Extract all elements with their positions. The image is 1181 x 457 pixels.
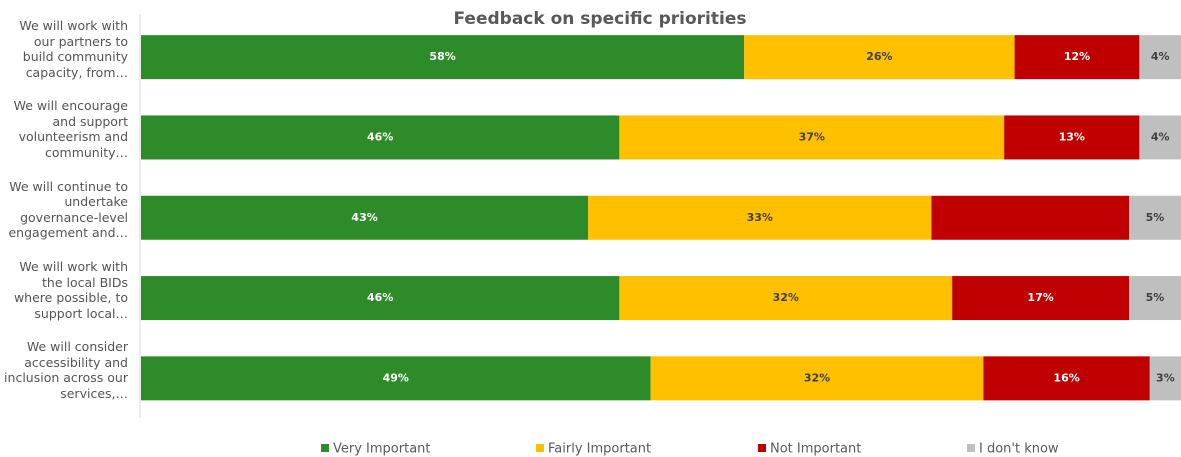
legend-swatch (536, 444, 544, 452)
chart-title: Feedback on specific priorities (454, 9, 747, 29)
bar-segment (619, 115, 1005, 160)
data-label: 58% (429, 50, 455, 63)
bar-segment (1004, 115, 1140, 160)
bar-segment (588, 195, 932, 240)
y-tick-label: We will encourage and support volunteeri… (13, 98, 128, 160)
data-label: 5% (1146, 211, 1165, 224)
data-label: 33% (747, 211, 773, 224)
data-label: 37% (799, 130, 825, 143)
data-label: 4% (1151, 50, 1170, 63)
data-label: 43% (351, 211, 377, 224)
data-label: 46% (367, 130, 393, 143)
bar-segment (650, 356, 984, 401)
data-label: 17% (1027, 291, 1053, 304)
bar-segment (952, 276, 1129, 321)
bar-segment (931, 195, 1129, 240)
bar-segment (1129, 195, 1181, 240)
legend-label: I don't know (979, 442, 1059, 457)
bar-segment (1139, 35, 1181, 80)
bar-segment (141, 276, 620, 321)
data-label: 16% (1053, 371, 1079, 384)
bar-segment (744, 35, 1015, 80)
data-label: 26% (866, 50, 892, 63)
legend-swatch (321, 444, 329, 452)
data-label: 32% (804, 371, 830, 384)
y-tick-label: We will continue to undertake governance… (8, 178, 128, 241)
bar-segment (141, 35, 745, 80)
legend-label: Very Important (333, 442, 431, 457)
y-tick-label: We will consider accessibility and inclu… (4, 339, 128, 401)
bar-segment (1149, 356, 1181, 401)
legend-label: Fairly Important (548, 442, 651, 457)
data-label: 5% (1146, 291, 1165, 304)
y-tick-label: We will work with our partners to build … (19, 18, 128, 80)
bar-segment (1014, 35, 1140, 80)
y-tick-label: We will work with the local BIDs where p… (13, 259, 128, 321)
bar-segment (619, 276, 953, 321)
data-label: 46% (367, 291, 393, 304)
bar-segment (141, 195, 589, 240)
bar-segment (983, 356, 1150, 401)
legend-swatch (967, 444, 975, 452)
data-label: 3% (1156, 371, 1175, 384)
legend-label: Not Important (770, 442, 861, 457)
legend-swatch (758, 444, 766, 452)
data-label: 13% (1059, 130, 1085, 143)
data-label: 4% (1151, 130, 1170, 143)
bar-segment (1139, 115, 1181, 160)
bar-segment (1129, 276, 1181, 321)
bar-segment (141, 115, 620, 160)
data-label: 49% (383, 371, 409, 384)
bar-segment (141, 356, 651, 401)
data-label: 32% (773, 291, 799, 304)
data-label: 12% (1064, 50, 1090, 63)
